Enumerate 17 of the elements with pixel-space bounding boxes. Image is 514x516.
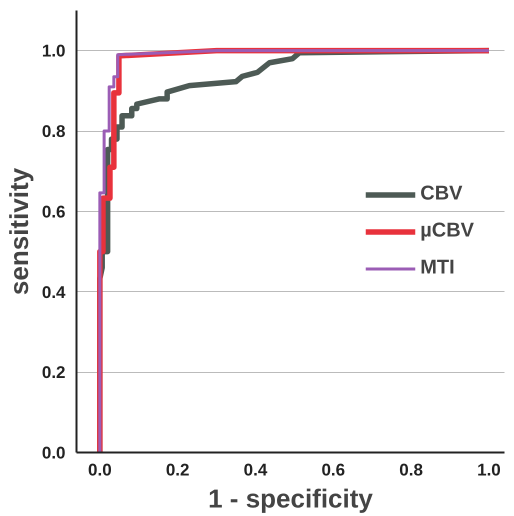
legend-label: µCBV bbox=[420, 220, 474, 242]
x-tick-label: 0.6 bbox=[321, 460, 346, 480]
y-tick-label: 0.4 bbox=[42, 282, 66, 302]
x-tick-label: 0.4 bbox=[244, 460, 268, 480]
x-tick-label: 0.0 bbox=[88, 460, 112, 480]
y-tick-label: 0.6 bbox=[42, 202, 66, 222]
x-tick-label: 0.2 bbox=[166, 460, 190, 480]
legend-label: MTI bbox=[420, 256, 455, 280]
y-tick-label: 0.8 bbox=[42, 122, 66, 142]
x-tick-label: 0.8 bbox=[399, 460, 423, 480]
y-axis-title: sensitivity bbox=[4, 167, 34, 296]
x-axis-title: 1 - specificity bbox=[208, 484, 374, 514]
y-tick-label: 1.0 bbox=[42, 42, 66, 61]
legend-label: CBV bbox=[420, 182, 462, 206]
y-tick-label: 0.2 bbox=[42, 363, 66, 382]
x-tick-label: 1.0 bbox=[477, 460, 501, 480]
y-tick-label: 0.0 bbox=[42, 444, 66, 462]
